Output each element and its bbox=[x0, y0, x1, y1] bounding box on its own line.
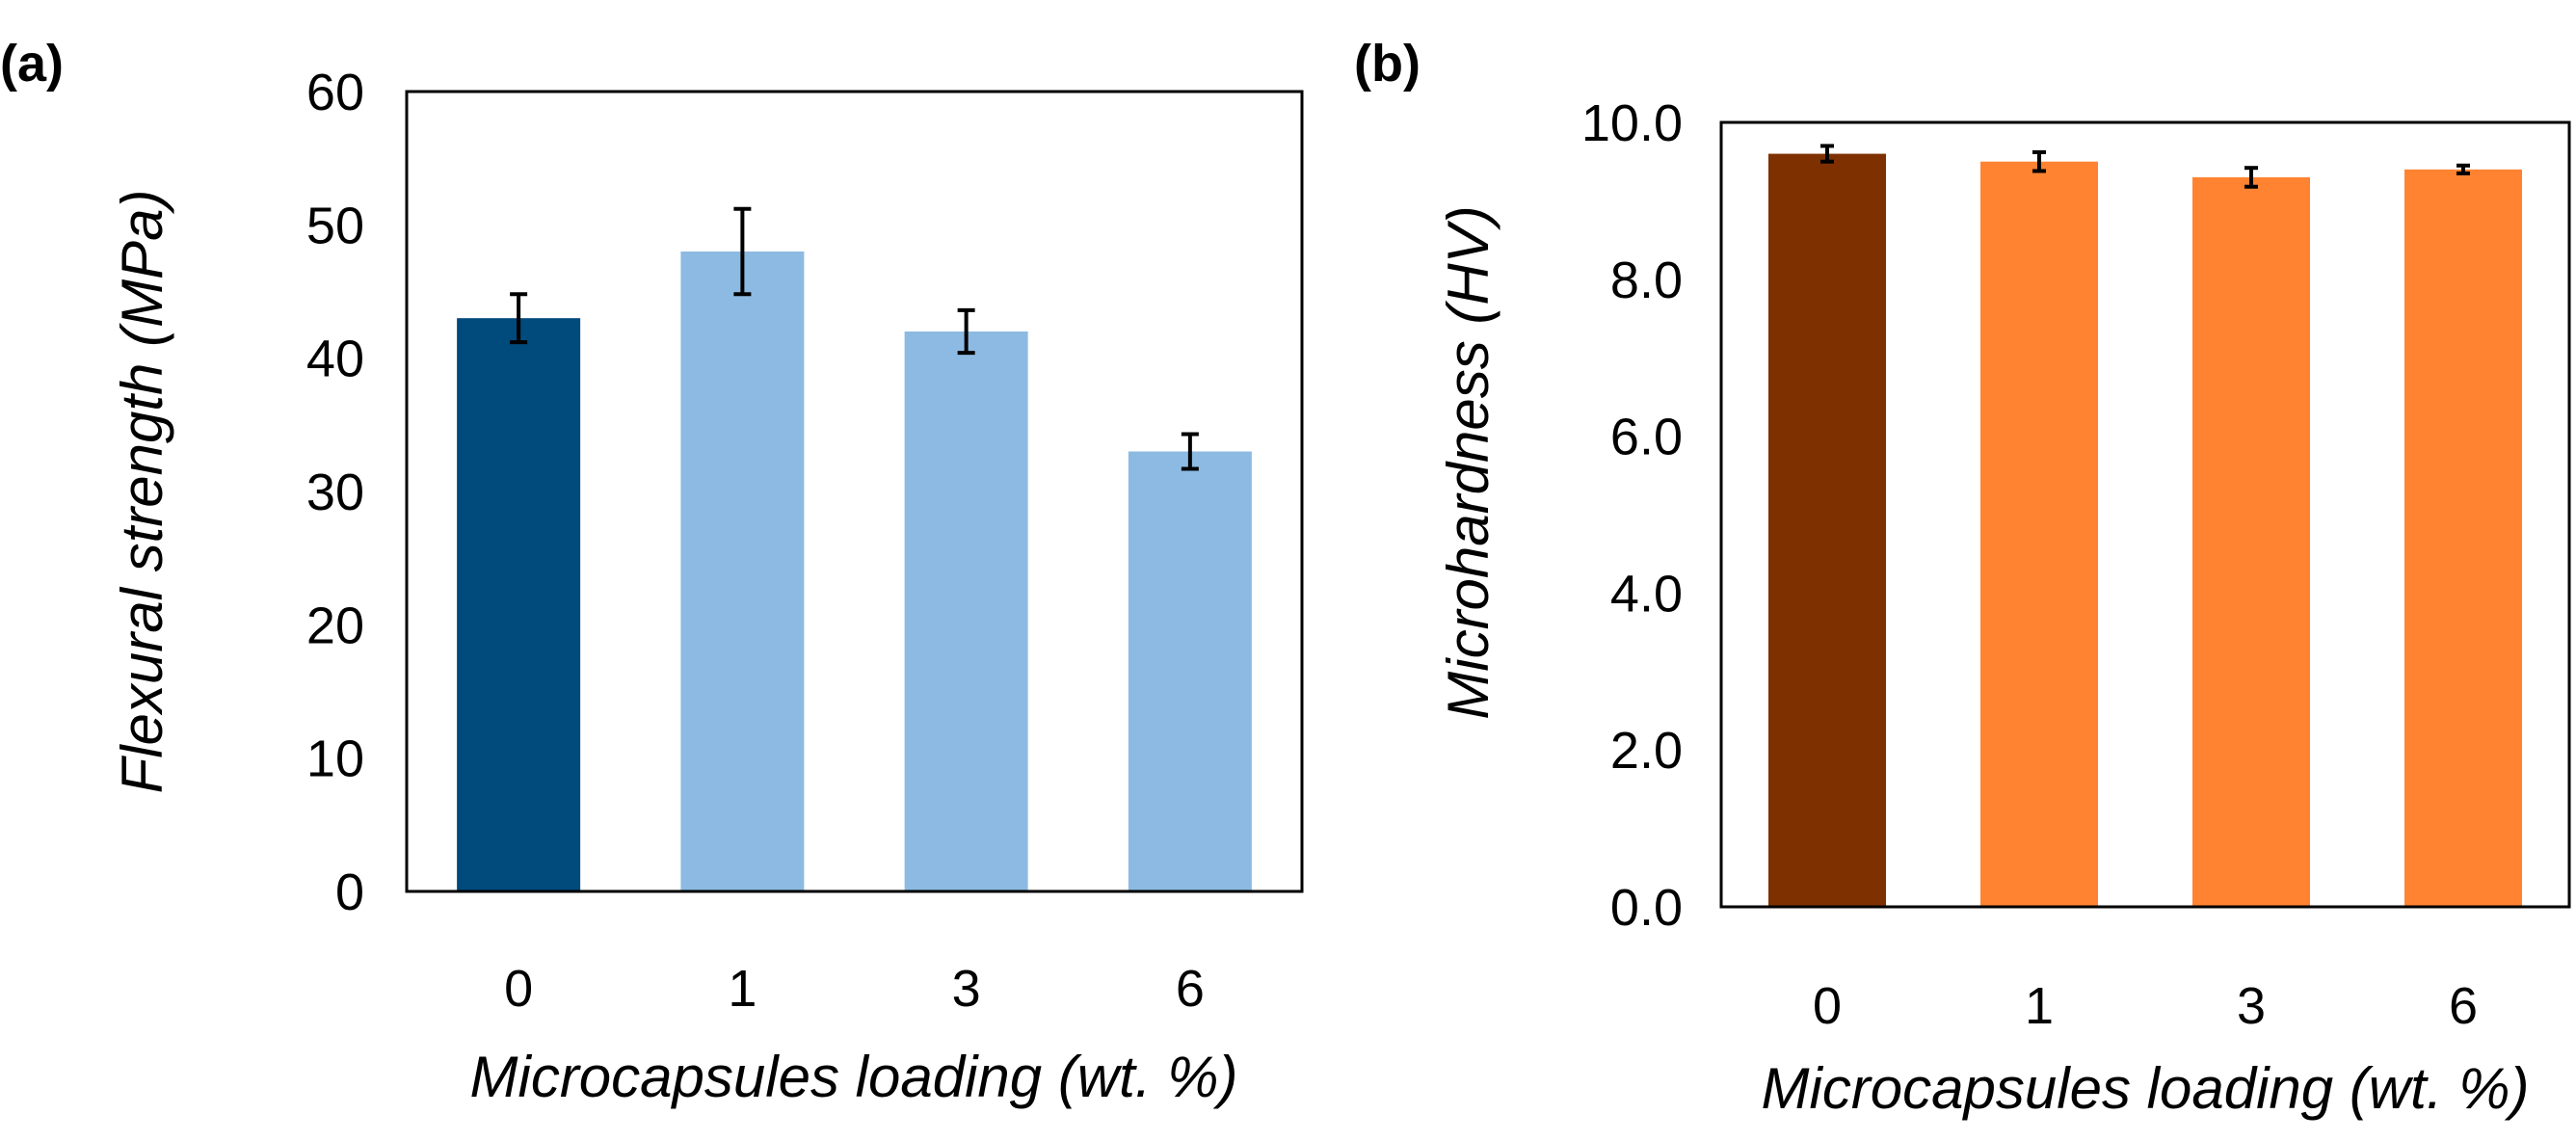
bar-a-6 bbox=[1128, 451, 1252, 891]
y-tick-label-b-8.0: 8.0 bbox=[1610, 252, 1683, 309]
y-tick-label-a-30: 30 bbox=[306, 464, 364, 521]
y-tick-label-a-0: 0 bbox=[335, 863, 364, 921]
x-tick-label-a-1: 1 bbox=[728, 960, 757, 1018]
panel-b-bars bbox=[1768, 153, 2522, 908]
x-tick-label-a-0: 0 bbox=[504, 960, 533, 1018]
x-tick-label-b-1: 1 bbox=[2025, 977, 2054, 1035]
y-tick-label-b-0.0: 0.0 bbox=[1610, 879, 1683, 937]
error-bar-a-6 bbox=[1181, 432, 1199, 471]
panel-a-error-bars bbox=[510, 206, 1199, 471]
bar-a-3 bbox=[904, 332, 1028, 891]
panel-a-y-ticks: 0 10 20 30 40 50 60 bbox=[306, 64, 364, 921]
panel-b-plot-frame bbox=[1719, 120, 2571, 909]
y-tick-label-b-4.0: 4.0 bbox=[1610, 565, 1683, 623]
error-bar-b-3 bbox=[2244, 166, 2258, 189]
panel-b-x-axis-title: Microcapsules loading (wt. %) bbox=[1762, 1056, 2530, 1121]
error-bar-b-0 bbox=[1820, 144, 1834, 164]
bar-a-0 bbox=[457, 318, 581, 892]
panel-b: (b) 0.0 2.0 4.0 6.0 8.0 10.0 0 1 3 6 Microcapsul… bbox=[1354, 35, 2571, 1121]
y-tick-label-b-10.0: 10.0 bbox=[1581, 94, 1683, 152]
panel-b-y-ticks: 0.0 2.0 4.0 6.0 8.0 10.0 bbox=[1581, 94, 1683, 937]
y-tick-label-a-40: 40 bbox=[306, 331, 364, 388]
panel-a: (a) 0 10 20 30 40 50 60 0 1 3 6 Microcapsules loa… bbox=[0, 35, 1304, 1109]
panel-a-x-ticks: 0 1 3 6 bbox=[504, 960, 1205, 1018]
bar-a-1 bbox=[680, 252, 805, 891]
error-bar-a-0 bbox=[510, 292, 528, 345]
panel-a-bars bbox=[457, 252, 1252, 892]
x-tick-label-a-3: 3 bbox=[952, 960, 981, 1018]
panel-b-error-bars bbox=[1820, 144, 2470, 189]
error-bar-b-6 bbox=[2456, 163, 2470, 175]
panel-a-x-axis-title: Microcapsules loading (wt. %) bbox=[470, 1045, 1238, 1109]
y-tick-label-b-6.0: 6.0 bbox=[1610, 409, 1683, 466]
bar-b-0 bbox=[1768, 153, 1886, 907]
error-bar-a-3 bbox=[957, 307, 975, 356]
panel-a-y-axis-title: Flexural strength (MPa) bbox=[110, 190, 174, 794]
error-bar-b-1 bbox=[2032, 149, 2046, 173]
x-tick-label-b-6: 6 bbox=[2449, 977, 2478, 1035]
x-tick-label-a-6: 6 bbox=[1176, 960, 1205, 1018]
panel-a-label: (a) bbox=[0, 35, 64, 93]
x-tick-label-b-0: 0 bbox=[1813, 977, 1842, 1035]
bar-b-3 bbox=[2192, 176, 2310, 908]
bar-b-6 bbox=[2404, 169, 2522, 908]
panel-b-label: (b) bbox=[1354, 35, 1421, 93]
y-tick-label-b-2.0: 2.0 bbox=[1610, 722, 1683, 780]
error-bar-a-1 bbox=[733, 206, 752, 297]
panel-b-y-axis-title: Microhardness (HV) bbox=[1436, 205, 1500, 719]
panel-a-plot-frame bbox=[405, 90, 1304, 893]
y-tick-label-a-10: 10 bbox=[306, 730, 364, 788]
y-tick-label-a-50: 50 bbox=[306, 197, 364, 254]
panel-b-x-ticks: 0 1 3 6 bbox=[1813, 977, 2478, 1035]
y-tick-label-a-20: 20 bbox=[306, 597, 364, 654]
bar-b-1 bbox=[1980, 161, 2098, 907]
y-tick-label-a-60: 60 bbox=[306, 64, 364, 121]
x-tick-label-b-3: 3 bbox=[2237, 977, 2266, 1035]
